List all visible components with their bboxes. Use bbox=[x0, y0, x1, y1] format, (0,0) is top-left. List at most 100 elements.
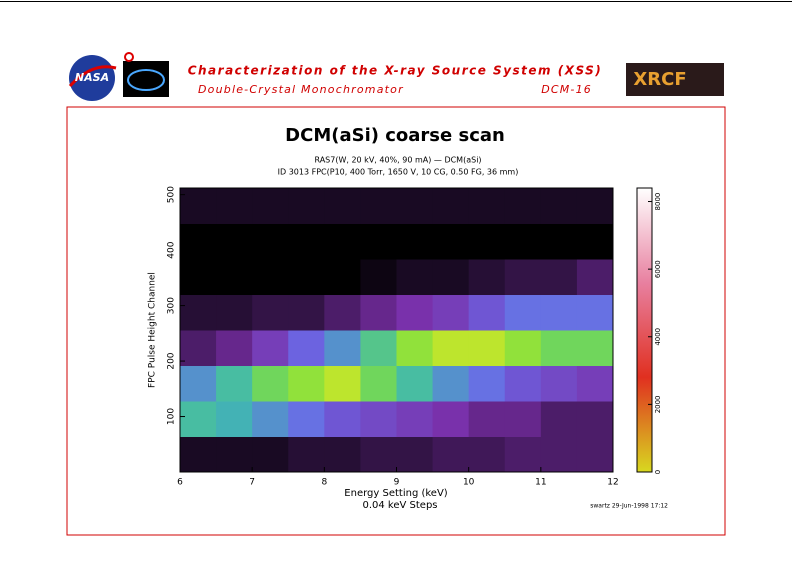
heat-cell bbox=[216, 436, 253, 473]
heat-cell bbox=[432, 259, 470, 295]
heat-cell bbox=[180, 436, 217, 473]
heat-cell bbox=[396, 436, 434, 473]
heat-cell bbox=[180, 294, 217, 331]
colorbar-tick-label: 4000 bbox=[654, 328, 662, 346]
heat-cell bbox=[324, 401, 361, 437]
heat-cell bbox=[216, 365, 253, 402]
heat-cell bbox=[252, 188, 289, 224]
x-axis-sublabel: 0.04 keV Steps bbox=[362, 500, 437, 511]
colorbar-tick-label: 2000 bbox=[654, 395, 662, 413]
heat-cell bbox=[324, 365, 361, 402]
heat-cell bbox=[468, 259, 506, 295]
heat-cell bbox=[468, 223, 506, 260]
heat-cell bbox=[504, 259, 542, 295]
header-title: Characterization of the X-ray Source Sys… bbox=[188, 64, 603, 78]
chart-subtitle: RAS7(W, 20 kV, 40%, 90 mA) — DCM(aSi) bbox=[314, 156, 481, 165]
heat-cell bbox=[324, 259, 361, 295]
heat-cell bbox=[576, 365, 614, 402]
heat-cell bbox=[360, 188, 397, 224]
frame bbox=[66, 106, 726, 536]
heat-cell bbox=[504, 436, 542, 473]
heat-cell bbox=[360, 259, 397, 295]
heat-cell bbox=[324, 330, 361, 366]
heat-cell bbox=[468, 365, 506, 402]
header-code: DCM-16 bbox=[541, 83, 592, 96]
heat-cell bbox=[540, 401, 578, 437]
heat-cell bbox=[216, 223, 253, 260]
heat-cell bbox=[432, 330, 470, 366]
heat-cell bbox=[252, 330, 289, 366]
heat-cell bbox=[180, 259, 217, 295]
heat-cell bbox=[432, 436, 470, 473]
y-tick-label: 100 bbox=[167, 408, 177, 425]
heat-cell bbox=[468, 401, 506, 437]
x-tick-label: 12 bbox=[607, 478, 618, 488]
heat-cell bbox=[252, 294, 289, 331]
y-tick-label: 300 bbox=[167, 297, 177, 314]
heat-cell bbox=[432, 294, 470, 331]
heat-cell bbox=[468, 330, 506, 366]
heat-cell bbox=[288, 365, 325, 402]
heat-cell bbox=[252, 365, 289, 402]
y-axis-label: FPC Pulse Height Channel bbox=[148, 272, 158, 388]
heat-cell bbox=[288, 223, 325, 260]
heat-cell bbox=[576, 401, 614, 437]
heat-cell bbox=[396, 223, 434, 260]
heat-cell bbox=[360, 401, 397, 437]
x-tick-label: 11 bbox=[535, 478, 546, 488]
heat-cell bbox=[360, 330, 397, 366]
heat-cell bbox=[324, 294, 361, 331]
heat-cell bbox=[396, 365, 434, 402]
heat-cell bbox=[396, 188, 434, 224]
chart-subtitle: ID 3013 FPC(P10, 400 Torr, 1650 V, 10 CG… bbox=[278, 168, 519, 177]
x-tick-label: 6 bbox=[177, 478, 183, 488]
heat-cell bbox=[540, 294, 578, 331]
heat-cell bbox=[504, 330, 542, 366]
heat-cell bbox=[288, 294, 325, 331]
heat-cell bbox=[576, 188, 614, 224]
heat-cell bbox=[216, 401, 253, 437]
heat-cell bbox=[180, 188, 217, 224]
xrcf-logo: XRCF bbox=[626, 63, 724, 96]
heat-cell bbox=[324, 188, 361, 224]
heat-cell bbox=[540, 259, 578, 295]
header-subtitle: Double-Crystal Monochromator bbox=[198, 83, 404, 96]
heat-cell bbox=[432, 365, 470, 402]
colorbar bbox=[636, 187, 653, 473]
heat-cell bbox=[576, 294, 614, 331]
heat-cell bbox=[468, 188, 506, 224]
heat-cell bbox=[360, 436, 397, 473]
heat-cell bbox=[252, 223, 289, 260]
heat-cell bbox=[576, 330, 614, 366]
heat-cell bbox=[360, 294, 397, 331]
y-tick-label: 200 bbox=[167, 352, 177, 369]
heat-cell bbox=[396, 294, 434, 331]
x-axis-label: Energy Setting (keV) bbox=[344, 488, 448, 499]
heat-cell bbox=[216, 330, 253, 366]
heat-cell bbox=[396, 330, 434, 366]
heat-cell bbox=[432, 401, 470, 437]
heat-cell bbox=[216, 294, 253, 331]
nasa-text: NASA bbox=[75, 71, 109, 84]
heat-cell bbox=[288, 401, 325, 437]
heat-cell bbox=[396, 401, 434, 437]
heat-cell bbox=[180, 365, 217, 402]
heat-cell bbox=[576, 259, 614, 295]
heat-cell bbox=[180, 330, 217, 366]
heat-cell bbox=[360, 223, 397, 260]
y-tick-label: 400 bbox=[167, 241, 177, 258]
heat-cell bbox=[504, 223, 542, 260]
heat-cell bbox=[180, 223, 217, 260]
heat-cell bbox=[216, 188, 253, 224]
x-tick-label: 10 bbox=[463, 478, 475, 488]
mission-logo bbox=[123, 52, 169, 97]
heat-cell bbox=[432, 223, 470, 260]
chart-title: DCM(aSi) coarse scan bbox=[285, 125, 505, 146]
heat-cell bbox=[324, 436, 361, 473]
heat-cell bbox=[576, 223, 614, 260]
xrcf-text: XRCF bbox=[633, 69, 686, 90]
nasa-logo: NASA bbox=[68, 55, 117, 101]
heat-cell bbox=[252, 436, 289, 473]
colorbar-tick-label: 6000 bbox=[654, 260, 662, 278]
